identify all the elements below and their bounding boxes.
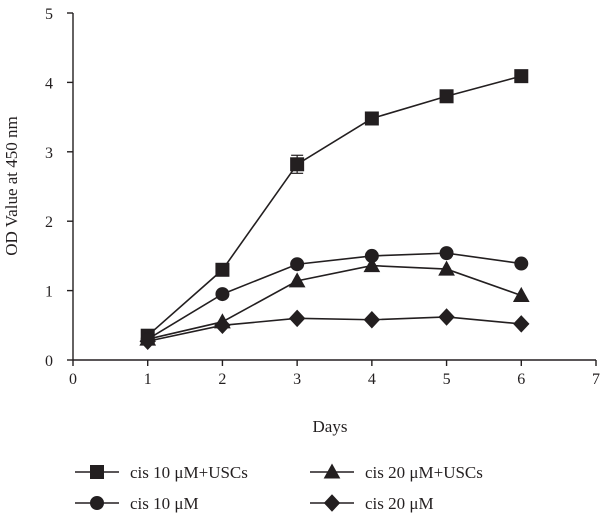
data-point-diamond	[438, 308, 455, 326]
data-point-diamond	[513, 315, 530, 333]
data-point-triangle	[438, 260, 455, 276]
data-point-triangle	[288, 272, 306, 288]
series-line	[147, 75, 522, 337]
legend-marker-diamond	[323, 494, 341, 512]
legend-item: cis 20 μM+USCs	[310, 463, 483, 482]
data-point-circle	[439, 246, 454, 261]
x-tick-label: 7	[592, 371, 600, 388]
x-tick-label: 4	[368, 371, 376, 388]
data-point-square	[514, 69, 529, 84]
y-tick-label: 0	[45, 353, 53, 370]
y-tick-label: 5	[45, 6, 53, 23]
data-point-diamond	[214, 316, 231, 335]
data-point-circle	[215, 287, 230, 302]
series-triangle	[139, 257, 530, 346]
data-point-triangle	[363, 257, 381, 273]
data-point-square	[215, 262, 230, 277]
series-line	[147, 252, 522, 340]
y-ticks: 0 1 2 3 4 5	[45, 6, 73, 370]
x-tick-label: 2	[218, 371, 226, 388]
legend-label: cis 20 μM	[365, 494, 434, 513]
legend-item: cis 10 μM	[75, 494, 199, 513]
data-point-diamond	[139, 332, 156, 350]
data-point-circle	[290, 257, 305, 272]
x-tick-label: 1	[144, 371, 152, 388]
data-point-diamond	[288, 309, 306, 328]
legend-item: cis 10 μM+USCs	[75, 463, 248, 482]
data-point-triangle	[512, 286, 530, 302]
legend-marker-circle	[90, 496, 104, 510]
legend-item: cis 20 μM	[310, 494, 434, 513]
x-tick-label: 6	[517, 371, 525, 388]
data-point-square	[290, 157, 305, 172]
legend: cis 10 μM+USCs cis 20 μM+USCs cis 10 μM cis…	[75, 463, 483, 513]
y-tick-label: 4	[45, 75, 53, 92]
series-diamond	[139, 308, 530, 350]
x-ticks: 0 1 2 3 4 5 6 7	[69, 360, 600, 388]
series-square	[140, 69, 529, 343]
data-point-square	[439, 89, 454, 104]
y-tick-label: 3	[45, 145, 53, 162]
data-point-circle	[514, 256, 529, 271]
series-layer	[139, 69, 530, 350]
y-tick-label: 1	[45, 284, 53, 301]
legend-marker-square	[90, 465, 104, 479]
x-axis-title: Days	[313, 417, 348, 436]
legend-label: cis 10 μM	[130, 494, 199, 513]
axes	[72, 13, 596, 361]
x-tick-label: 0	[69, 371, 77, 388]
y-axis-title: OD Value at 450 nm	[2, 116, 21, 255]
x-tick-label: 3	[293, 371, 301, 388]
series-line	[147, 264, 522, 340]
legend-marker-triangle	[323, 463, 341, 479]
legend-label: cis 20 μM+USCs	[365, 463, 483, 482]
x-tick-label: 5	[443, 371, 451, 388]
data-point-square	[364, 111, 379, 126]
data-point-circle	[364, 248, 379, 263]
data-point-diamond	[363, 311, 381, 329]
legend-label: cis 10 μM+USCs	[130, 463, 248, 482]
series-line	[147, 316, 522, 343]
y-tick-label: 2	[45, 214, 53, 231]
